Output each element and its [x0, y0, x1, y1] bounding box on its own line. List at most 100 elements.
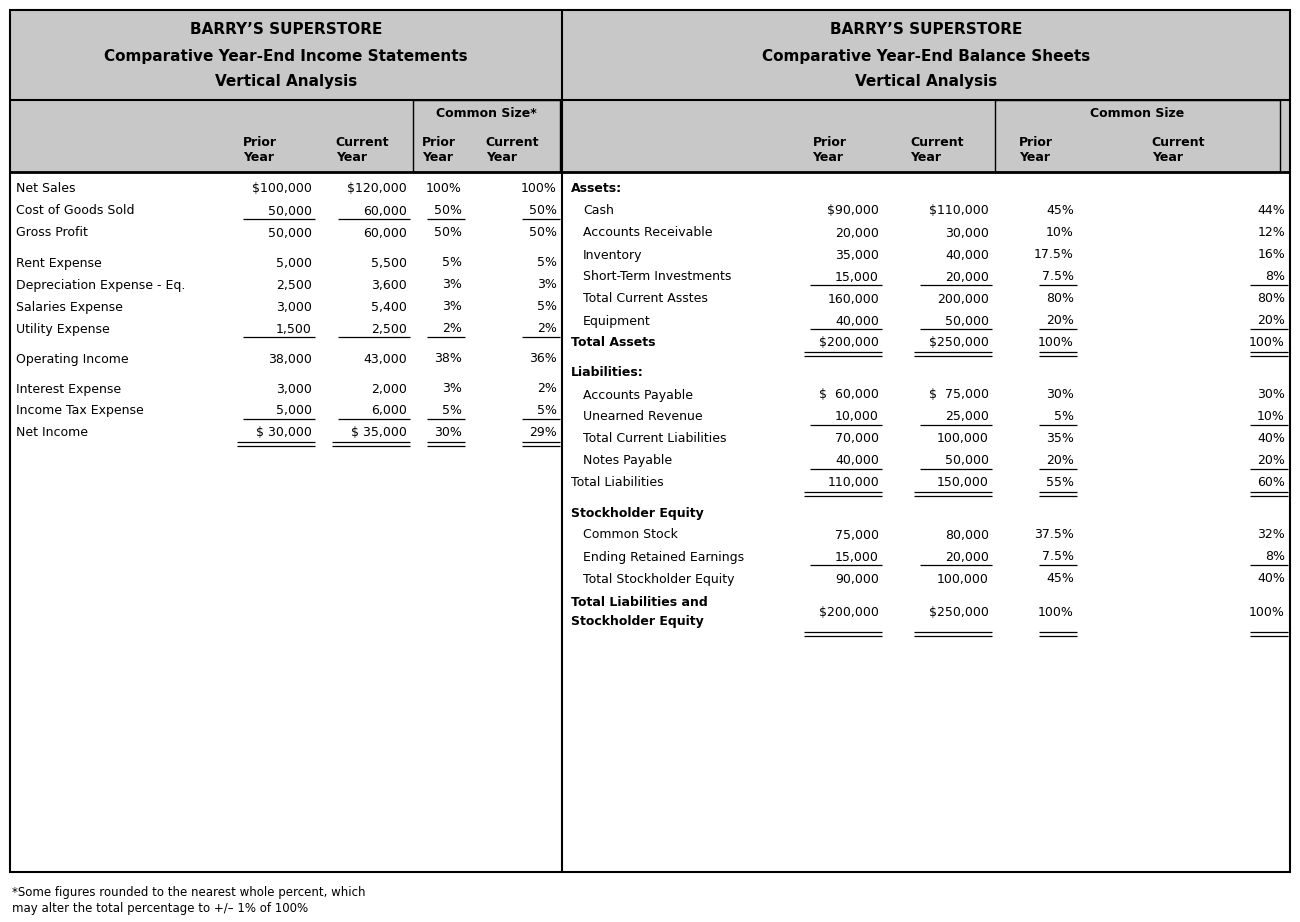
Text: 5%: 5% — [442, 256, 462, 269]
Text: Current
Year: Current Year — [1152, 136, 1205, 164]
Text: 40,000: 40,000 — [835, 455, 879, 467]
Text: 80%: 80% — [1257, 292, 1284, 305]
Text: 2%: 2% — [537, 323, 556, 336]
Text: Depreciation Expense - Eq.: Depreciation Expense - Eq. — [16, 278, 186, 291]
Text: 60,000: 60,000 — [363, 205, 407, 218]
Text: 16%: 16% — [1257, 249, 1284, 262]
Text: 2,500: 2,500 — [370, 323, 407, 336]
Text: may alter the total percentage to +/– 1% of 100%: may alter the total percentage to +/– 1%… — [12, 902, 308, 915]
Text: Current
Year: Current Year — [335, 136, 389, 164]
Text: 40%: 40% — [1257, 573, 1284, 585]
Text: Prior
Year: Prior Year — [243, 136, 277, 164]
Text: Accounts Receivable: Accounts Receivable — [582, 227, 712, 240]
Text: Unearned Revenue: Unearned Revenue — [582, 410, 702, 423]
Text: 30,000: 30,000 — [945, 227, 989, 240]
Text: 45%: 45% — [1046, 573, 1074, 585]
Text: 75,000: 75,000 — [835, 528, 879, 541]
Text: 5%: 5% — [1054, 410, 1074, 423]
Text: 6,000: 6,000 — [370, 405, 407, 418]
Text: 100%: 100% — [521, 183, 556, 195]
Text: Utility Expense: Utility Expense — [16, 323, 109, 336]
Text: 30%: 30% — [1257, 388, 1284, 401]
Text: 32%: 32% — [1257, 528, 1284, 541]
Text: 3%: 3% — [537, 278, 556, 291]
Text: BARRY’S SUPERSTORE: BARRY’S SUPERSTORE — [829, 22, 1022, 37]
Text: Prior
Year: Prior Year — [422, 136, 456, 164]
Text: $110,000: $110,000 — [930, 205, 989, 218]
Bar — [994, 100, 1280, 172]
Text: Stockholder Equity: Stockholder Equity — [571, 506, 703, 519]
Text: Current
Year: Current Year — [910, 136, 963, 164]
Text: 40,000: 40,000 — [945, 249, 989, 262]
Text: 8%: 8% — [1265, 550, 1284, 563]
Text: Gross Profit: Gross Profit — [16, 227, 88, 240]
Text: 3,000: 3,000 — [276, 301, 312, 313]
Text: 100%: 100% — [1249, 606, 1284, 619]
Text: Interest Expense: Interest Expense — [16, 383, 121, 396]
Text: 8%: 8% — [1265, 270, 1284, 283]
Text: 10,000: 10,000 — [835, 410, 879, 423]
Text: Rent Expense: Rent Expense — [16, 256, 101, 269]
Text: 38%: 38% — [434, 352, 462, 365]
Text: 5%: 5% — [442, 405, 462, 418]
Text: 5,400: 5,400 — [370, 301, 407, 313]
Text: 50%: 50% — [529, 205, 556, 218]
Text: Income Tax Expense: Income Tax Expense — [16, 405, 144, 418]
Text: $ 35,000: $ 35,000 — [351, 427, 407, 440]
Text: 2%: 2% — [537, 383, 556, 396]
Text: 20,000: 20,000 — [945, 270, 989, 283]
Text: 3,000: 3,000 — [276, 383, 312, 396]
Text: Assets:: Assets: — [571, 183, 623, 195]
Text: 38,000: 38,000 — [268, 352, 312, 365]
Text: Total Assets: Total Assets — [571, 337, 655, 349]
Text: 37.5%: 37.5% — [1034, 528, 1074, 541]
Text: 15,000: 15,000 — [835, 270, 879, 283]
Text: 25,000: 25,000 — [945, 410, 989, 423]
Text: 50%: 50% — [434, 205, 462, 218]
Text: 20%: 20% — [1046, 455, 1074, 467]
Bar — [413, 100, 560, 172]
Text: 45%: 45% — [1046, 205, 1074, 218]
Text: 50%: 50% — [529, 227, 556, 240]
Text: 3,600: 3,600 — [372, 278, 407, 291]
Text: 35%: 35% — [1046, 432, 1074, 445]
Text: 30%: 30% — [1046, 388, 1074, 401]
Text: 60%: 60% — [1257, 477, 1284, 490]
Text: 3%: 3% — [442, 301, 462, 313]
Text: 160,000: 160,000 — [827, 292, 879, 305]
Text: $  60,000: $ 60,000 — [819, 388, 879, 401]
Text: 7.5%: 7.5% — [1043, 270, 1074, 283]
Text: 100%: 100% — [1249, 337, 1284, 349]
Text: Common Size: Common Size — [1091, 108, 1184, 121]
Text: 50,000: 50,000 — [268, 205, 312, 218]
Text: Operating Income: Operating Income — [16, 352, 129, 365]
Text: $ 30,000: $ 30,000 — [256, 427, 312, 440]
Text: 5%: 5% — [537, 301, 556, 313]
Bar — [413, 100, 562, 172]
Text: Total Current Asstes: Total Current Asstes — [582, 292, 708, 305]
Text: $120,000: $120,000 — [347, 183, 407, 195]
Text: 70,000: 70,000 — [835, 432, 879, 445]
Text: Net Income: Net Income — [16, 427, 88, 440]
Text: 7.5%: 7.5% — [1043, 550, 1074, 563]
Text: Total Current Liabilities: Total Current Liabilities — [582, 432, 727, 445]
Text: 150,000: 150,000 — [937, 477, 989, 490]
Text: BARRY’S SUPERSTORE: BARRY’S SUPERSTORE — [190, 22, 382, 37]
Text: Short-Term Investments: Short-Term Investments — [582, 270, 732, 283]
Text: 200,000: 200,000 — [937, 292, 989, 305]
Text: $250,000: $250,000 — [930, 337, 989, 349]
Text: 80,000: 80,000 — [945, 528, 989, 541]
Text: *Some figures rounded to the nearest whole percent, which: *Some figures rounded to the nearest who… — [12, 886, 365, 899]
Text: Cash: Cash — [582, 205, 614, 218]
Text: 3%: 3% — [442, 383, 462, 396]
Text: Prior
Year: Prior Year — [1019, 136, 1053, 164]
Text: Stockholder Equity: Stockholder Equity — [571, 615, 703, 628]
Text: 90,000: 90,000 — [835, 573, 879, 585]
Text: Total Liabilities: Total Liabilities — [571, 477, 663, 490]
Text: Accounts Payable: Accounts Payable — [582, 388, 693, 401]
Text: 55%: 55% — [1046, 477, 1074, 490]
Text: Notes Payable: Notes Payable — [582, 455, 672, 467]
Text: $90,000: $90,000 — [827, 205, 879, 218]
Text: 100%: 100% — [1039, 606, 1074, 619]
Text: Inventory: Inventory — [582, 249, 642, 262]
